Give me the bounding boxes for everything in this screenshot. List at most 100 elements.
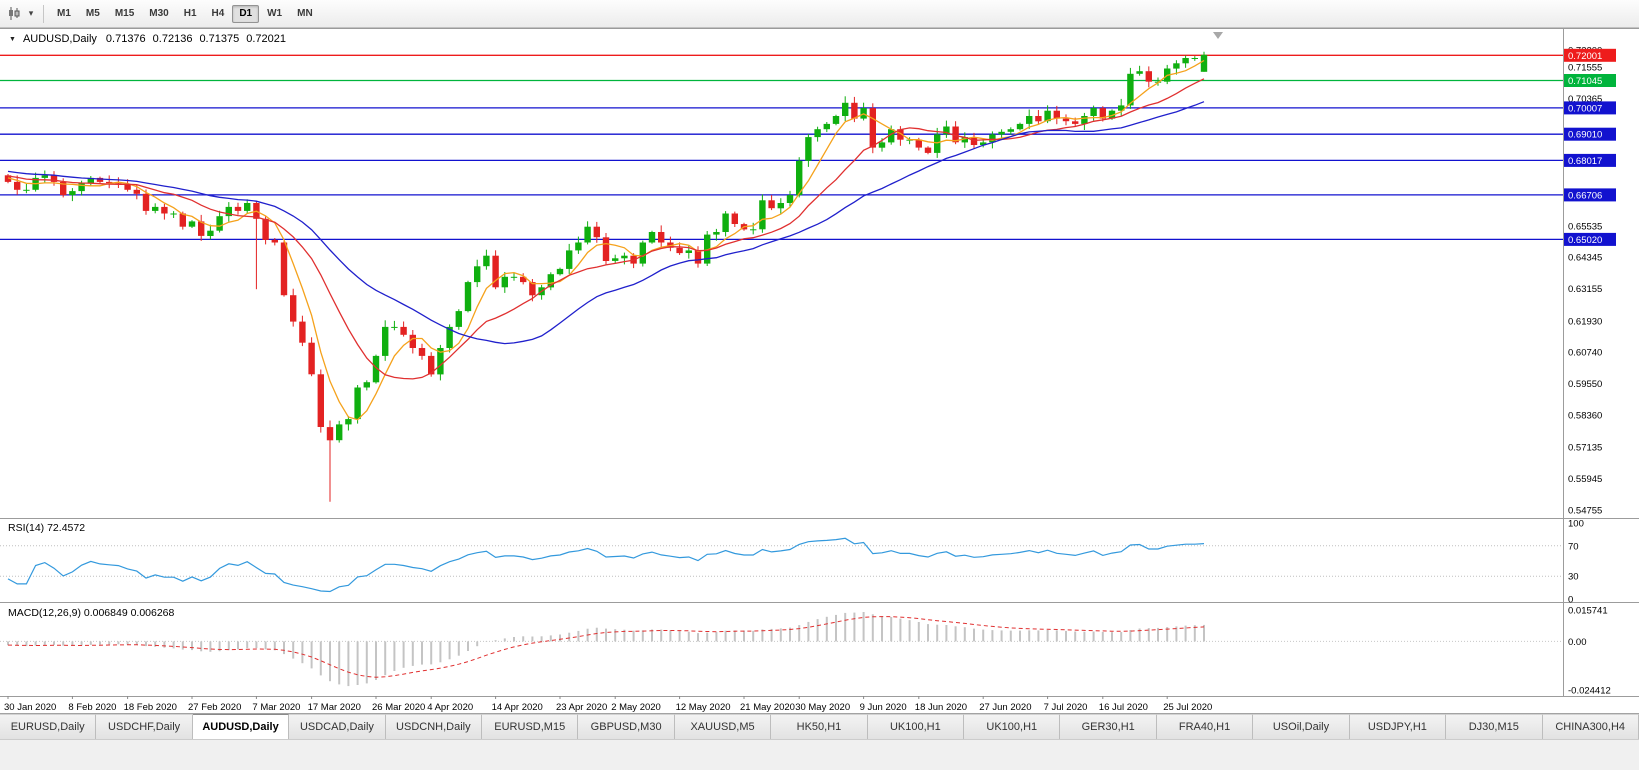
chart-tab-usdchf-daily[interactable]: USDCHF,Daily <box>96 714 193 739</box>
candle-body <box>593 226 600 238</box>
candle-body <box>869 108 876 148</box>
candle-body <box>704 234 711 264</box>
chart-tab-fra40-h1[interactable]: FRA40,H1 <box>1156 714 1254 739</box>
chart-tab-uk100-h1[interactable]: UK100,H1 <box>964 714 1061 739</box>
candle-body <box>188 221 196 227</box>
candle-body <box>1099 108 1106 119</box>
chart-shift-marker[interactable] <box>1213 32 1223 39</box>
timeframe-button-m5[interactable]: M5 <box>85 7 100 19</box>
price-badge <box>1564 48 1616 62</box>
rsi-tick-label: 70 <box>1568 541 1579 552</box>
candle-body <box>1016 123 1024 130</box>
candle-body <box>823 123 830 130</box>
candle-body <box>225 206 232 217</box>
macd-tick-label: -0.024412 <box>1568 686 1611 697</box>
chart-type-dropdown-caret-icon[interactable]: ▾ <box>28 8 34 18</box>
candle-body <box>520 276 527 283</box>
price-badge <box>1564 232 1616 246</box>
chart-tab-gbpusd-m30[interactable]: GBPUSD,M30 <box>578 714 675 739</box>
candle-body <box>759 200 766 230</box>
price-tick-label: 0.59550 <box>1568 379 1602 390</box>
candle-body <box>575 242 582 251</box>
date-label: 8 Feb 2020 <box>68 702 116 713</box>
candle-body <box>943 126 950 135</box>
chart-tab-eurusd-m15[interactable]: EURUSD,M15 <box>482 714 579 739</box>
status-bar <box>0 739 1639 770</box>
candle-body <box>41 175 48 178</box>
candle-body <box>280 242 288 296</box>
date-label: 2 May 2020 <box>611 702 661 713</box>
chart-tab-usoil-daily[interactable]: USOil,Daily <box>1253 714 1350 739</box>
candle-body <box>842 102 849 116</box>
price-chart[interactable]: 0.722000.715550.703650.655350.643450.631… <box>0 29 1639 714</box>
candle-body <box>961 137 968 143</box>
candle-body <box>50 175 58 182</box>
candle-body <box>483 255 490 267</box>
candle-body <box>170 213 177 215</box>
legend-open: 0.71376 <box>105 33 146 45</box>
candle-body <box>584 226 591 243</box>
chart-tab-usdcad-daily[interactable]: USDCAD,Daily <box>289 714 386 739</box>
chart-tab-xauusd-m5[interactable]: XAUUSD,M5 <box>674 714 772 739</box>
legend-high: 0.72136 <box>152 33 193 45</box>
timeframe-button-m15[interactable]: M15 <box>114 7 135 19</box>
candle-body <box>851 102 858 119</box>
chart-window: ▼ AUDUSD,Daily 0.71376 0.72136 0.71375 0… <box>0 28 1639 713</box>
timeframe-button-m30[interactable]: M30 <box>149 7 169 19</box>
date-label: 18 Feb 2020 <box>124 702 177 713</box>
candlestick-chart-icon[interactable] <box>4 4 24 24</box>
date-label: 21 May 2020 <box>740 702 795 713</box>
timeframe-button-m1[interactable]: M1 <box>57 7 71 19</box>
date-label: 14 Apr 2020 <box>492 702 543 713</box>
candle-body <box>547 274 554 288</box>
chart-tab-audusd-daily[interactable]: AUDUSD,Daily <box>192 714 290 739</box>
price-tick-label: 0.70365 <box>1568 94 1602 105</box>
price-badge-label: 0.71045 <box>1568 76 1602 87</box>
legend-close: 0.72021 <box>246 33 286 45</box>
candle-body <box>391 326 398 328</box>
timeframe-button-d1[interactable]: D1 <box>232 4 260 23</box>
candle-body <box>888 129 895 143</box>
candle-body <box>1072 121 1079 124</box>
timeframe-button-w1[interactable]: W1 <box>267 7 283 19</box>
candle-body <box>96 177 104 182</box>
candle-body <box>980 142 987 145</box>
chart-tab-usdcnh-daily[interactable]: USDCNH,Daily <box>385 714 483 739</box>
candle-body <box>492 255 499 288</box>
macd-signal-line <box>7 616 1205 678</box>
timeframe-button-h1[interactable]: H1 <box>183 7 197 19</box>
timeframe-button-mn[interactable]: MN <box>297 7 313 19</box>
top-toolbar: ▾ M1 M5 M15 M30 H1 H4 D1 W1 MN <box>0 0 1639 28</box>
price-tick-label: 0.58360 <box>1568 410 1602 421</box>
chart-tab-usdjpy-h1[interactable]: USDJPY,H1 <box>1349 714 1447 739</box>
date-label: 23 Apr 2020 <box>556 702 607 713</box>
chart-tab-eurusd-daily[interactable]: EURUSD,Daily <box>0 714 97 739</box>
chart-tab-china300-h4[interactable]: CHINA300,H4 <box>1542 714 1639 739</box>
candle-body <box>556 268 564 275</box>
candle-body <box>1062 118 1070 122</box>
chart-tab-uk100-h1[interactable]: UK100,H1 <box>867 714 965 739</box>
chart-tab-hk50-h1[interactable]: HK50,H1 <box>771 714 868 739</box>
candle-body <box>244 203 251 211</box>
candle-body <box>60 181 67 196</box>
chart-tab-ger30-h1[interactable]: GER30,H1 <box>1060 714 1157 739</box>
moving-average-5 <box>7 59 1205 421</box>
candle-body <box>501 276 508 288</box>
candle-body <box>179 213 186 227</box>
date-label: 12 May 2020 <box>676 702 731 713</box>
candle-body <box>142 193 150 211</box>
price-badge <box>1564 127 1616 141</box>
price-badge-label: 0.68017 <box>1568 156 1602 167</box>
chart-menu-icon[interactable]: ▼ <box>9 35 16 43</box>
price-badge <box>1564 188 1616 202</box>
candle-body <box>326 427 334 441</box>
timeframe-button-h4[interactable]: H4 <box>211 7 225 19</box>
rsi-tick-label: 0 <box>1568 595 1573 606</box>
chart-legend: ▼ AUDUSD,Daily 0.71376 0.72136 0.71375 0… <box>7 33 288 45</box>
candle-body <box>768 200 775 209</box>
candle-body <box>437 348 444 375</box>
candle-body <box>1173 63 1180 69</box>
candle-body <box>1182 58 1189 64</box>
candle-body <box>1035 116 1042 122</box>
chart-tab-dj30-m15[interactable]: DJ30,M15 <box>1446 714 1543 739</box>
